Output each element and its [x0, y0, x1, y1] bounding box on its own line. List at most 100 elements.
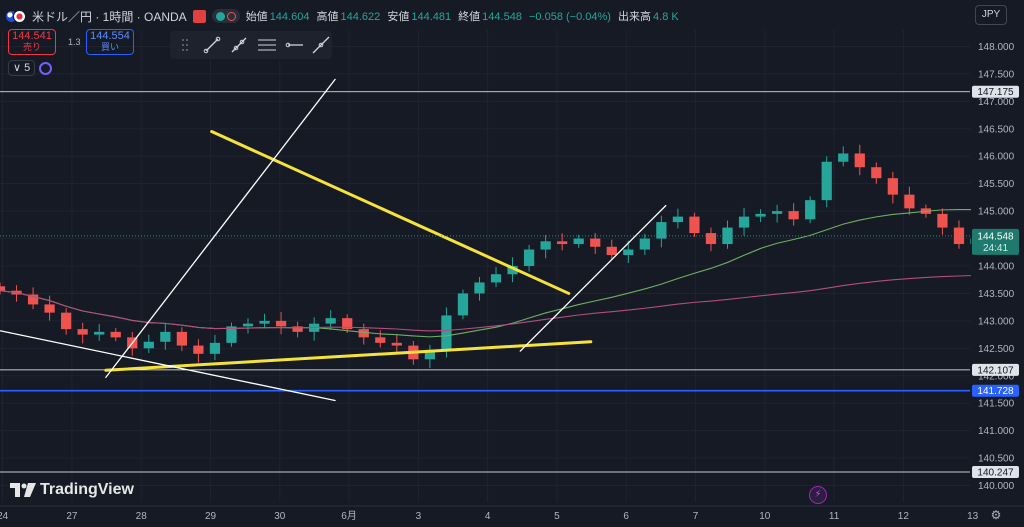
x-tick-label: 3	[416, 511, 422, 522]
candle-body	[821, 161, 832, 201]
candle-body	[937, 213, 948, 228]
candle-body	[424, 351, 436, 360]
candle-body	[788, 211, 799, 220]
y-tick-label: 147.500	[978, 69, 1015, 80]
candle-body	[457, 293, 469, 316]
candle-body	[143, 341, 154, 349]
x-tick-label: 27	[66, 511, 78, 522]
extended-line-tool-icon[interactable]	[311, 35, 332, 55]
trend-line-tool-icon[interactable]	[201, 35, 222, 55]
gear-icon[interactable]: ⚙	[990, 508, 1002, 522]
candle-body	[490, 274, 502, 283]
candle-body	[226, 326, 237, 343]
y-tick-label: 141.000	[978, 426, 1015, 437]
drag-handle-icon[interactable]	[174, 35, 195, 55]
candle-body	[523, 249, 535, 266]
parallel-channel-tool-icon[interactable]	[256, 35, 277, 55]
candle-body	[176, 331, 188, 346]
y-tick-label: 144.000	[978, 262, 1015, 273]
buy-button[interactable]: 144.554 買い	[86, 29, 134, 55]
candle-body	[242, 323, 254, 327]
candle-body	[672, 216, 684, 223]
candle-body	[805, 200, 816, 220]
candle-body	[507, 266, 518, 275]
symbol-flags-icon	[6, 9, 26, 23]
level-price-tag	[972, 465, 1019, 478]
candle-body	[722, 227, 733, 245]
candle-body	[904, 194, 915, 209]
candle-body	[275, 320, 287, 327]
yellow-down-trendline[interactable]	[210, 130, 571, 295]
x-tick-label: 28	[136, 511, 148, 522]
chevron-down-icon: ∨	[13, 62, 22, 74]
white-rise-trendline[interactable]	[519, 204, 667, 352]
x-tick-label: 6月	[341, 510, 357, 522]
ray-tool-icon[interactable]	[229, 35, 250, 55]
tradingview-logo-icon	[10, 483, 36, 497]
candle-body	[755, 213, 766, 217]
candle-body	[325, 318, 336, 324]
chart-header: 米ドル／円 · 1時間 · OANDA 始値 144.604 高値 144.622 …	[6, 8, 683, 24]
y-tick-label: 143.000	[978, 316, 1015, 327]
eye-icon	[215, 11, 225, 21]
x-tick-label: 5	[554, 511, 560, 522]
y-tick-label: 141.500	[978, 399, 1015, 410]
yellow-support-trendline[interactable]	[104, 340, 593, 372]
x-tick-label: 4	[485, 511, 491, 522]
y-tick-label: 140.000	[978, 481, 1015, 492]
lightning-icon[interactable]: ⚡	[809, 486, 827, 504]
candle-body	[656, 222, 667, 239]
white-steep-trendline[interactable]	[105, 78, 336, 379]
x-tick-label: 29	[205, 511, 217, 522]
spread-value: 1.3	[68, 37, 81, 47]
indicator-settings-icon[interactable]	[39, 61, 53, 75]
x-tick-label: 10	[759, 511, 771, 522]
candle-body	[623, 249, 634, 256]
candle-body	[441, 315, 452, 352]
candle-body	[77, 329, 88, 335]
level-price-label: 147.175	[977, 87, 1014, 98]
white-down-trendline[interactable]	[0, 330, 336, 402]
tradingview-logo: TradingView	[10, 481, 134, 499]
indicator-row: ∨ 5	[8, 60, 53, 76]
candle-body	[838, 153, 849, 162]
level-price-label: 142.107	[977, 365, 1014, 376]
indicators-toggle[interactable]: ∨ 5	[8, 60, 36, 76]
market-status-icon[interactable]	[192, 9, 206, 23]
candle-body	[953, 227, 965, 245]
ma_slow-line	[0, 274, 1024, 332]
candle-body	[689, 216, 700, 234]
x-tick-label: 12	[898, 511, 910, 522]
y-tick-label: 148.000	[978, 42, 1015, 53]
candle-body	[391, 342, 402, 346]
sell-button[interactable]: 144.541 売り	[8, 29, 56, 55]
symbol-title[interactable]: 米ドル／円 · 1時間 · OANDA	[32, 9, 187, 24]
y-tick-label: 143.500	[978, 289, 1015, 300]
horizontal-ray-tool-icon[interactable]	[283, 35, 304, 55]
candle-body	[705, 233, 717, 245]
candle-body	[0, 286, 6, 291]
candle-body	[44, 304, 55, 313]
currency-selector[interactable]: JPY	[975, 5, 1007, 25]
bar-countdown-label: 24:41	[983, 243, 1008, 254]
x-tick-label: 30	[274, 511, 286, 522]
candle-body	[375, 337, 386, 343]
y-tick-label: 146.000	[978, 152, 1015, 163]
y-tick-label: 142.500	[978, 344, 1015, 355]
x-tick-label: 6	[623, 511, 629, 522]
y-tick-label: 140.500	[978, 454, 1015, 465]
candle-body	[94, 331, 105, 335]
candle-body	[358, 329, 369, 338]
level-price-tag	[972, 384, 1019, 397]
level-price-tag	[972, 363, 1019, 376]
y-tick-label: 142.000	[978, 371, 1015, 382]
candle-body	[193, 345, 204, 354]
candle-body	[871, 167, 882, 179]
candle-body	[292, 326, 303, 332]
candle-body	[854, 153, 865, 168]
candle-body	[259, 320, 270, 324]
visibility-toggle[interactable]	[211, 9, 240, 23]
candle-body	[606, 246, 617, 256]
candle-body	[573, 238, 584, 245]
